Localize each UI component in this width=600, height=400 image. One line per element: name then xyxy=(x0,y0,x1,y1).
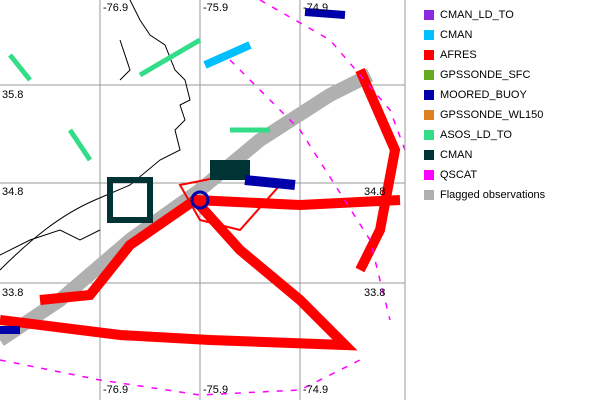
cman-barbs-cyan xyxy=(203,41,252,69)
buoy-barbs xyxy=(244,175,296,190)
legend: CMAN_LD_TO CMAN AFRES GPSSONDE_SFC MOORED_BU… xyxy=(424,9,546,201)
lon-label: -76.9 xyxy=(103,2,128,14)
lon-label: -75.9 xyxy=(203,384,228,396)
legend-swatch xyxy=(424,30,434,40)
lon-label: -75.9 xyxy=(203,2,228,14)
center-marker xyxy=(190,190,210,210)
lat-label: 33.8 xyxy=(2,287,23,299)
legend-swatch xyxy=(424,190,434,200)
legend-swatch xyxy=(424,70,434,80)
legend-swatch xyxy=(424,130,434,140)
legend-label: QSCAT xyxy=(440,169,477,181)
lon-label: -76.9 xyxy=(103,384,128,396)
map-area: -76.9 -75.9 -74.9 -76.9 -75.9 -74.9 35.8… xyxy=(0,0,406,400)
legend-swatch xyxy=(424,90,434,100)
legend-swatch xyxy=(424,110,434,120)
buoy-barbs xyxy=(304,8,346,19)
asos-barbs xyxy=(8,37,270,162)
legend-swatch xyxy=(424,10,434,20)
afres-track xyxy=(0,67,401,351)
lon-label: -74.9 xyxy=(303,384,328,396)
lat-label: 34.8 xyxy=(2,186,23,198)
lat-label: 33.8 xyxy=(364,287,385,299)
legend-label: Flagged observations xyxy=(440,189,546,201)
cman-barbs xyxy=(107,177,153,223)
lat-label: 34.8 xyxy=(364,186,385,198)
legend-label: CMAN_LD_TO xyxy=(440,9,514,21)
qscat-track xyxy=(0,0,406,396)
legend-label: ASOS_LD_TO xyxy=(440,129,512,141)
legend-swatch xyxy=(424,170,434,180)
legend-label: GPSSONDE_SFC xyxy=(440,69,531,81)
lon-label: -74.9 xyxy=(303,2,328,14)
legend-label: CMAN xyxy=(440,149,472,161)
legend-label: GPSSONDE_WL150 xyxy=(440,109,543,121)
legend-label: MOORED_BUOY xyxy=(440,89,527,101)
legend-label: CMAN xyxy=(440,29,472,41)
cman-barbs xyxy=(210,160,250,180)
lat-label: 35.8 xyxy=(2,89,23,101)
legend-swatch xyxy=(424,50,434,60)
legend-swatch xyxy=(424,150,434,160)
legend-label: AFRES xyxy=(440,49,477,61)
coastline xyxy=(0,0,191,271)
